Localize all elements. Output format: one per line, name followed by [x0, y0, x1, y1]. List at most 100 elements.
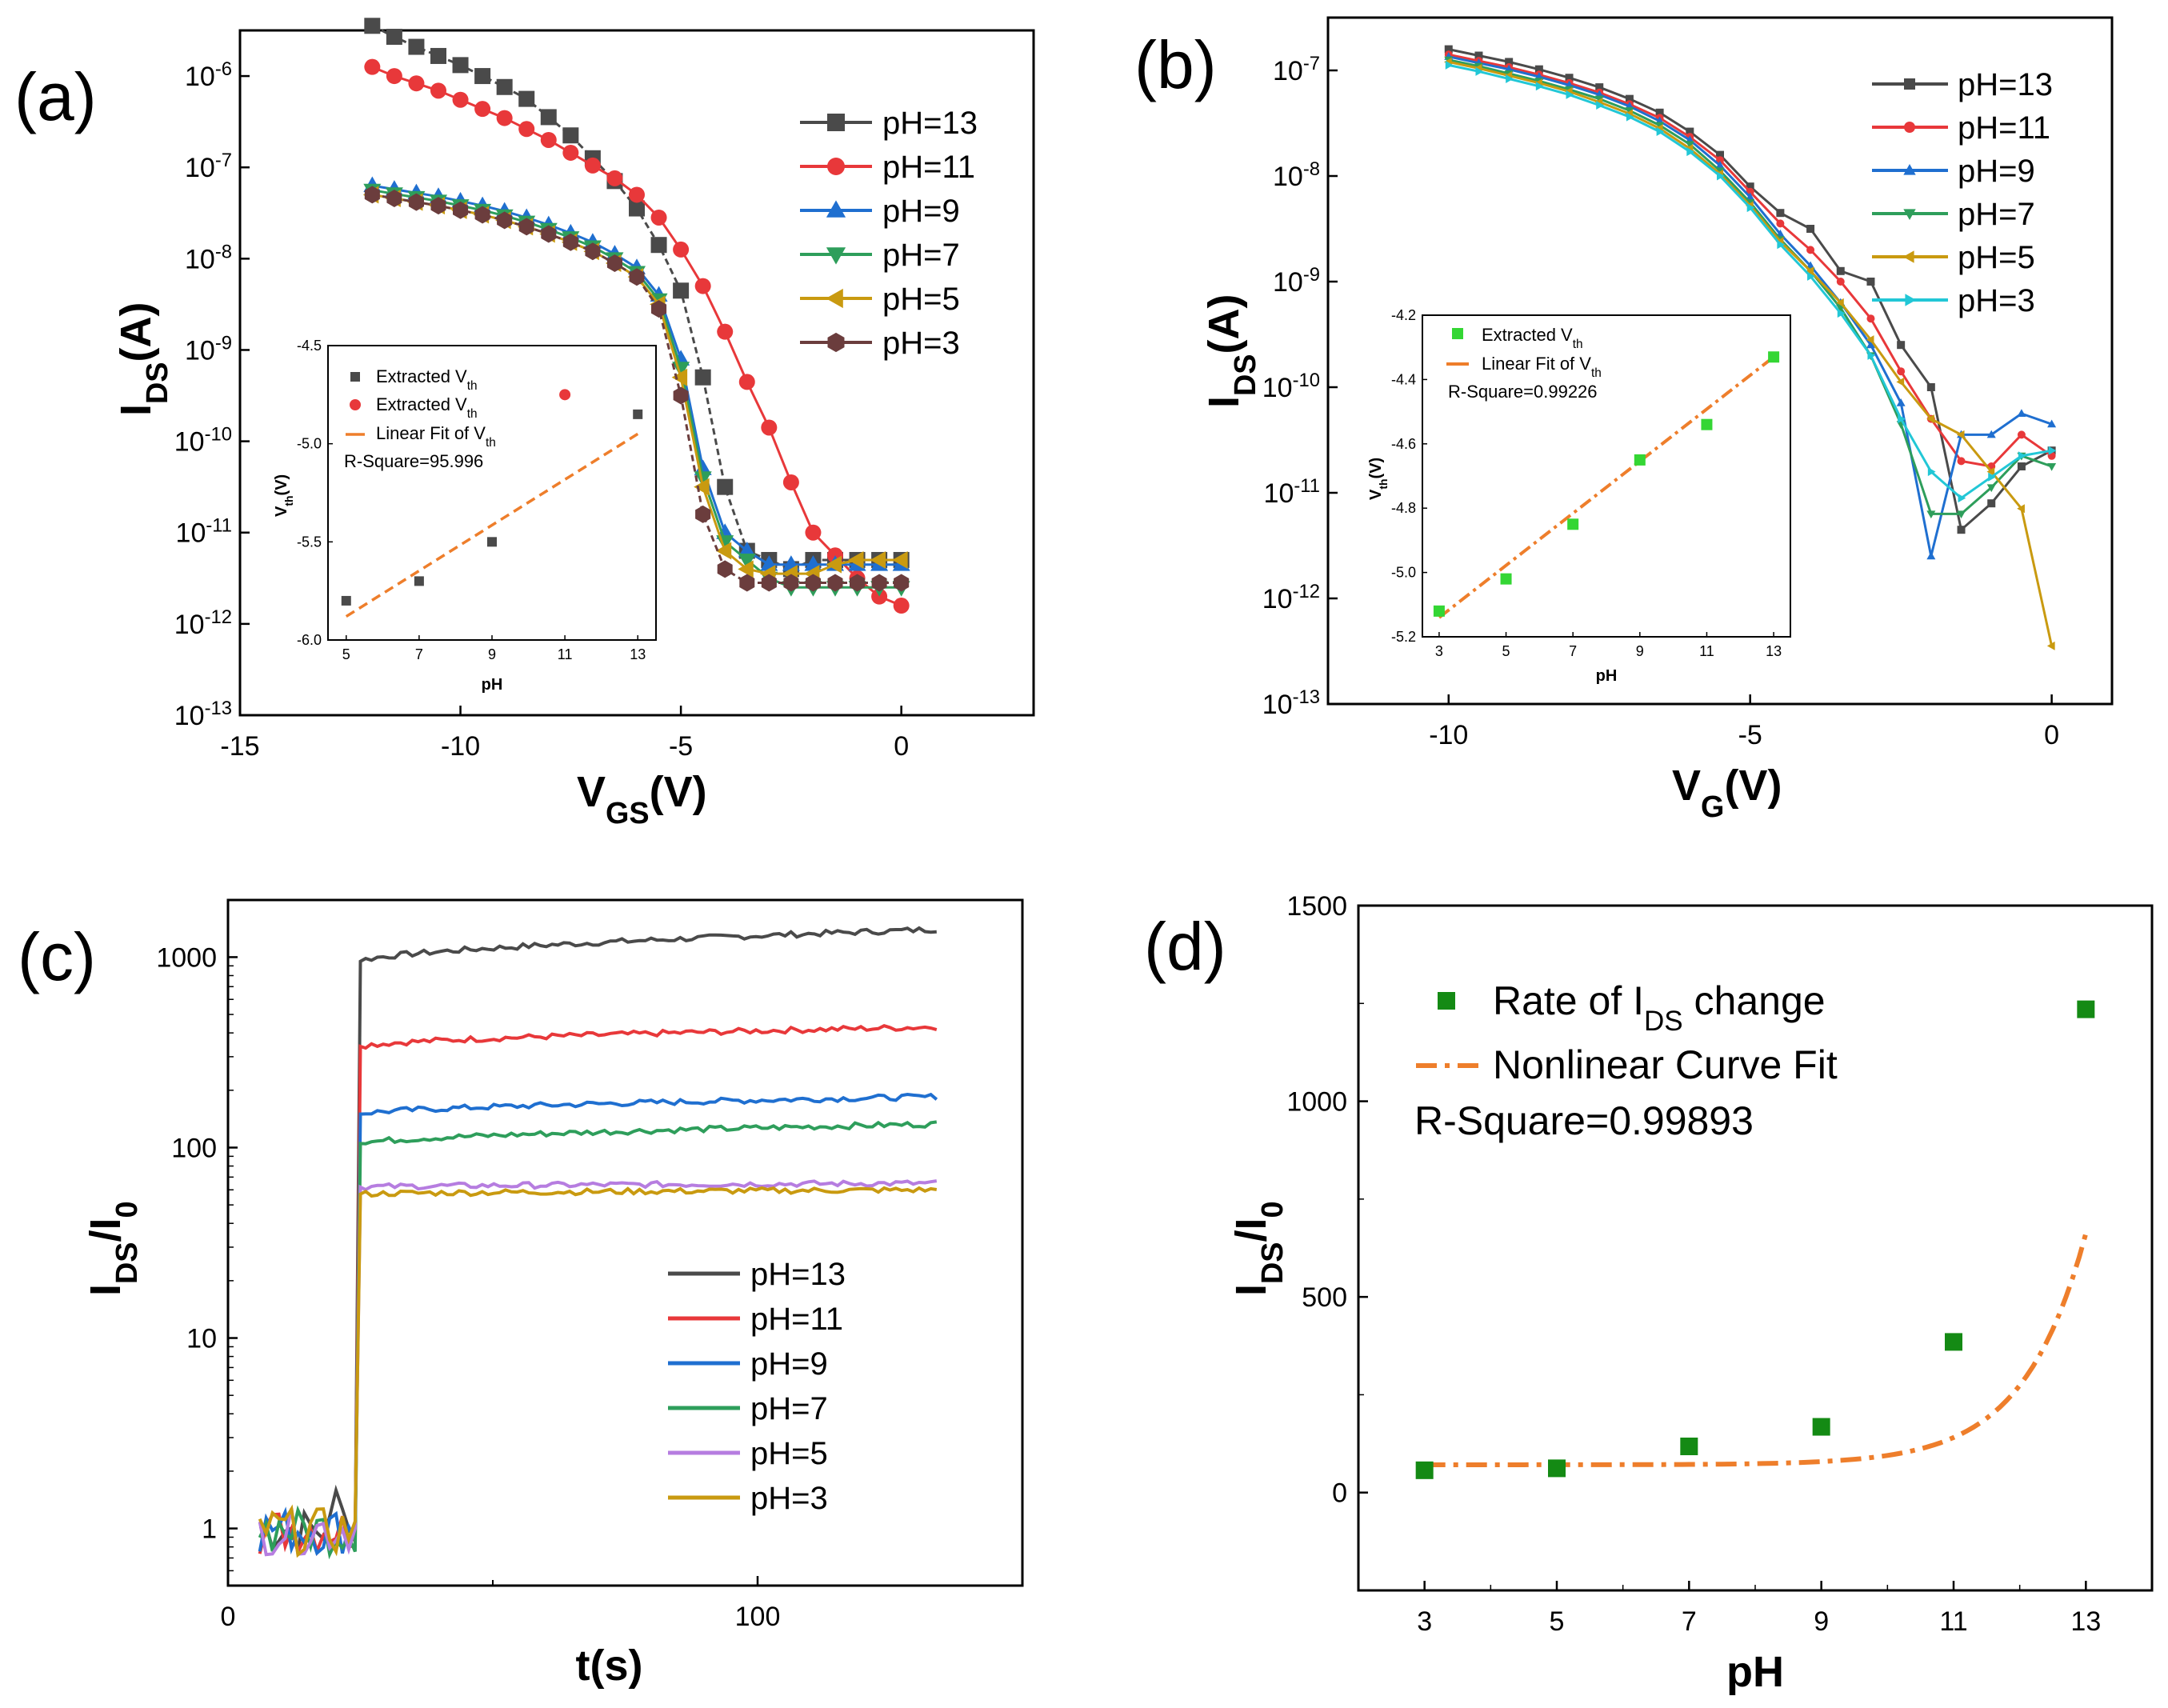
subscript: th [282, 495, 295, 506]
inset-x-tick-label: 5 [1502, 643, 1510, 659]
data-point [496, 78, 513, 95]
inset-y-tick-label: -5.0 [1391, 565, 1416, 581]
data-point [694, 278, 711, 294]
tick-exponent: -9 [215, 332, 232, 354]
data-point [408, 75, 425, 92]
data-point [1685, 141, 1694, 150]
legend-label: pH=11 [1958, 110, 2050, 146]
inset-legend-marker [350, 372, 360, 382]
data-point [1776, 219, 1785, 228]
data-point [408, 38, 425, 55]
legend-label: pH=5 [1958, 240, 2035, 275]
legend-label: pH=7 [882, 238, 960, 273]
inset-data-point [1768, 351, 1780, 363]
legend-label: Nonlinear Curve Fit [1493, 1042, 1838, 1087]
subscript: th [467, 379, 478, 393]
data-point [1836, 278, 1845, 286]
data-point [629, 200, 645, 217]
data-point [1897, 341, 1906, 350]
inset-legend-label: Linear Fit of Vth [1482, 354, 1602, 380]
data-point [1686, 147, 1695, 157]
panel-label: (d) [1144, 909, 1226, 984]
data-point [1897, 367, 1906, 376]
data-point [1506, 74, 1514, 84]
data-point [1988, 472, 1996, 482]
data-point [738, 374, 755, 390]
data-point [1474, 51, 1483, 60]
y-tick-label: 10 [186, 1324, 217, 1354]
data-point [1655, 108, 1664, 117]
inset-y-tick-label: -5.2 [1391, 629, 1416, 645]
y-tick-label: 100 [171, 1133, 217, 1163]
y-tick-label: 10-11 [1264, 475, 1320, 510]
data-point [738, 542, 756, 558]
data-point [474, 68, 491, 85]
inset-data-point [1701, 418, 1713, 430]
panel-label: (b) [1134, 27, 1217, 102]
subscript: DS [1256, 1242, 1290, 1284]
tick-base: 10 [174, 701, 205, 731]
data-point [1958, 494, 1966, 503]
data-point [673, 386, 689, 405]
data-point [364, 58, 381, 75]
data-point [826, 247, 846, 265]
inset-x-tick-label: 13 [1766, 643, 1782, 659]
label-part: /I [82, 1218, 130, 1242]
inset-x-tick-label: 11 [558, 646, 573, 662]
data-point [452, 91, 469, 108]
data-point [430, 197, 446, 215]
data-point [1746, 182, 1754, 191]
subscript: G [1701, 790, 1724, 824]
y-tick-label: 1000 [1286, 1087, 1347, 1118]
data-point [1986, 484, 1996, 493]
inset-x-tick-label: 7 [415, 646, 423, 662]
y-tick-label: 1500 [1286, 891, 1347, 922]
tick-base: 10 [185, 244, 215, 274]
data-point [1716, 150, 1724, 159]
inset-y-tick-label: -5.5 [297, 534, 322, 550]
x-axis-title: pH [1726, 1648, 1784, 1696]
y-tick-label: 500 [1302, 1282, 1347, 1313]
tick-exponent: -8 [1303, 158, 1320, 180]
tick-exponent: -8 [215, 241, 232, 262]
data-point [2017, 504, 2025, 514]
inset-data-point [341, 595, 351, 606]
data-point [827, 332, 845, 353]
data-point [1680, 1437, 1698, 1455]
x-tick-label: 11 [1939, 1606, 1967, 1637]
series-line-pH=11 [258, 1024, 938, 1557]
data-point [1926, 551, 1936, 560]
series-pH=3 [364, 186, 910, 592]
inset-data-point [487, 537, 497, 547]
data-point [2048, 446, 2057, 455]
label-part: (A) [1200, 294, 1248, 354]
data-point [1836, 266, 1845, 275]
tick-exponent: -12 [205, 606, 232, 627]
data-point [1837, 309, 1846, 318]
y-tick-label: 10-10 [174, 423, 232, 458]
x-tick-label: 0 [221, 1602, 236, 1632]
plot-frame [238, 29, 1035, 717]
y-tick-label: 10-12 [1262, 581, 1320, 615]
label-part: I [1227, 1284, 1275, 1296]
data-point [629, 186, 645, 203]
data-point [1656, 127, 1665, 137]
y-axis-title: IDS/I0 [1227, 1201, 1290, 1296]
data-point [2017, 409, 2026, 417]
inset-y-tick-label: -4.2 [1391, 307, 1416, 323]
data-point [562, 144, 579, 161]
data-point [827, 114, 845, 131]
x-tick-label: 7 [1682, 1606, 1697, 1637]
data-point [1956, 430, 1965, 439]
panel-a: (a)-15 -10 -5 010-1310-1210-1110-1010-910-8… [14, 18, 1035, 830]
data-point [1898, 414, 1906, 424]
subscript: DS [1644, 1006, 1683, 1037]
panel-label: (a) [14, 59, 97, 134]
data-point [650, 209, 667, 226]
tick-base: 10 [185, 335, 215, 366]
label-part: (V) [1367, 458, 1385, 479]
inset-x-tick-label: 7 [1569, 643, 1577, 659]
data-point [694, 369, 711, 386]
